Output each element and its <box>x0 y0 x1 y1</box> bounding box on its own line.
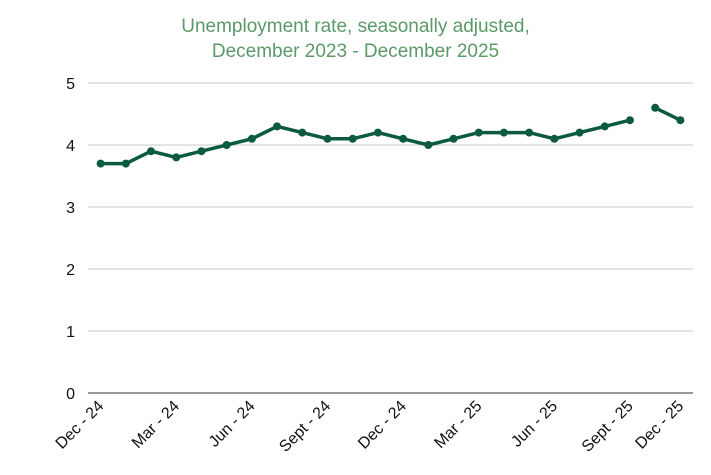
x-tick-label: Dec - 25 <box>632 398 687 453</box>
data-point: Feb 24: 3.9 <box>147 147 156 156</box>
data-point: Dec 24: 4.1 <box>399 134 408 143</box>
x-tick-label: Mar - 25 <box>431 398 485 452</box>
data-point: Jun 25: 4.1 <box>550 134 559 143</box>
x-tick-label: Sept - 25 <box>579 398 637 456</box>
data-point: Sep 25: 4.4 <box>625 116 634 125</box>
data-point: Jan 24: 3.7 <box>121 159 130 168</box>
data-point: Mar 24: 3.8 <box>172 153 181 162</box>
y-tick-label: 0 <box>66 386 75 403</box>
x-tick-label: Sept - 24 <box>276 398 334 456</box>
x-tick-label: Dec - 24 <box>355 398 410 453</box>
data-point: Sep 24: 4.1 <box>323 134 332 143</box>
y-tick-label: 3 <box>66 200 75 217</box>
chart-title: Unemployment rate, seasonally adjusted, … <box>0 14 711 64</box>
data-point: Aug 25: 4.3 <box>600 122 609 131</box>
data-point: Nov 25: 4.6 <box>651 103 660 112</box>
x-tick-label: Dec - 24 <box>53 398 108 453</box>
x-tick-label: Jun - 24 <box>206 398 259 451</box>
chart-title-line-2: December 2023 - December 2025 <box>211 41 500 62</box>
y-tick-label: 2 <box>66 262 75 279</box>
y-tick-label: 5 <box>66 76 75 93</box>
data-point: Oct 24: 4.1 <box>348 134 357 143</box>
data-point: Dec 25: 4.4 <box>676 116 685 125</box>
data-point: Jul 25: 4.2 <box>575 128 584 137</box>
data-point: May 24: 4 <box>222 141 231 149</box>
x-tick-label: Mar - 24 <box>129 398 183 452</box>
data-point: Jun 24: 4.1 <box>247 134 256 143</box>
data-point: Apr 24: 3.9 <box>197 147 206 156</box>
data-point: Jul 24: 4.3 <box>273 122 282 131</box>
series-line <box>654 106 682 122</box>
series-line <box>100 118 631 166</box>
data-point: May 25: 4.2 <box>525 128 534 137</box>
y-tick-label: 1 <box>66 324 75 341</box>
chart-title-line-1: Unemployment rate, seasonally adjusted, <box>181 16 530 37</box>
data-point: Mar 25: 4.2 <box>474 128 483 137</box>
data-point: Dec 23: 3.7 <box>96 159 105 168</box>
data-point: Aug 24: 4.2 <box>298 128 307 137</box>
data-point: Nov 24: 4.2 <box>373 128 382 137</box>
y-tick-label: 4 <box>66 138 75 155</box>
data-point: Jan 25: 4 <box>424 141 433 149</box>
x-tick-label: Jun - 25 <box>508 398 561 451</box>
data-point: Apr 25: 4.2 <box>499 128 508 137</box>
data-point: Feb 25: 4.1 <box>449 134 458 143</box>
